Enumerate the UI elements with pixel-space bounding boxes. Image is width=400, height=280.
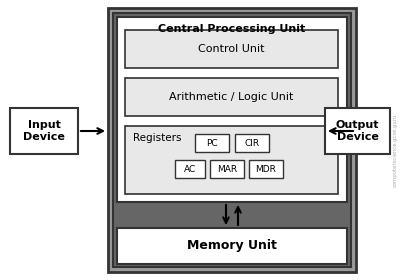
Text: Control Unit: Control Unit bbox=[198, 44, 265, 54]
Text: PC: PC bbox=[206, 139, 218, 148]
Text: MDR: MDR bbox=[256, 165, 276, 174]
Text: Arithmetic / Logic Unit: Arithmetic / Logic Unit bbox=[169, 92, 294, 102]
Text: Central Processing Unit: Central Processing Unit bbox=[158, 24, 306, 34]
Bar bbox=[108, 8, 356, 272]
Text: AC: AC bbox=[184, 165, 196, 174]
Text: Registers: Registers bbox=[133, 133, 182, 143]
Bar bbox=[325, 108, 390, 154]
Bar bbox=[125, 78, 338, 116]
Bar bbox=[125, 30, 338, 68]
Bar bbox=[125, 126, 338, 194]
Bar bbox=[235, 134, 269, 152]
Bar bbox=[113, 13, 351, 267]
Bar bbox=[175, 160, 205, 178]
Text: Output
Device: Output Device bbox=[336, 120, 379, 142]
Text: computerscience.gcse.guru: computerscience.gcse.guru bbox=[392, 113, 398, 187]
Bar bbox=[210, 160, 244, 178]
Bar bbox=[249, 160, 283, 178]
Bar bbox=[10, 108, 78, 154]
Text: CIR: CIR bbox=[244, 139, 260, 148]
Bar bbox=[195, 134, 229, 152]
Text: Input
Device: Input Device bbox=[23, 120, 65, 142]
Bar bbox=[117, 228, 347, 264]
Text: Memory Unit: Memory Unit bbox=[187, 239, 277, 253]
Bar bbox=[117, 17, 347, 202]
Text: MAR: MAR bbox=[217, 165, 237, 174]
